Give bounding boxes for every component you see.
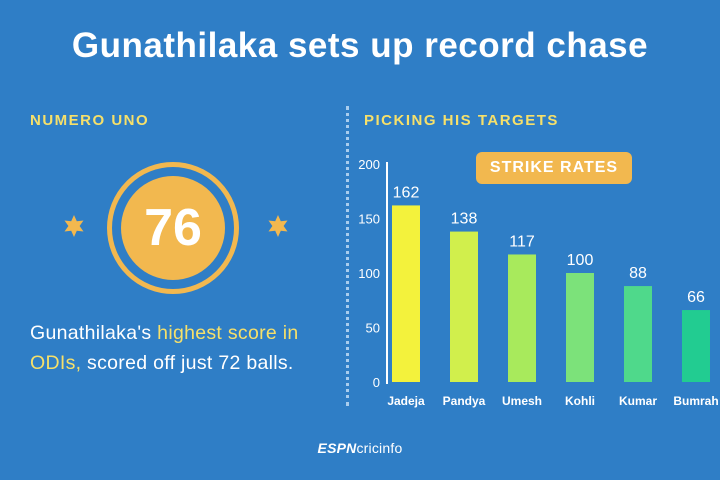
bar-value-label: 66 <box>687 289 705 306</box>
y-tick-label: 150 <box>358 212 380 227</box>
bar-pandya <box>450 231 478 382</box>
desc-text-b: scored off just 72 balls. <box>81 352 294 374</box>
x-tick-label: Jadeja <box>387 394 425 408</box>
x-tick-label: Umesh <box>502 394 542 408</box>
bar-value-label: 138 <box>451 211 478 228</box>
bar-bumrah <box>682 310 710 382</box>
numero-uno-heading: NUMERO UNO <box>30 112 150 129</box>
strike-rates-badge: STRIKE RATES <box>476 152 632 184</box>
strike-rate-chart: 0 50 100 150 200 162 Jadeja 138 Pandya 117 Umesh 10… <box>358 157 718 408</box>
score-value: 76 <box>121 176 225 280</box>
brand-espn: ESPN <box>317 440 357 456</box>
espncricinfo-logo: ESPNcricinfo <box>0 440 720 456</box>
bar-umesh <box>508 254 536 382</box>
x-tick-label: Kohli <box>565 394 595 408</box>
desc-highlight: highest score in ODIs, <box>30 322 299 374</box>
bar-value-label: 88 <box>629 265 647 282</box>
bar-kumar <box>624 286 652 382</box>
brand-cricinfo: cricinfo <box>356 440 403 456</box>
y-tick-label: 100 <box>358 266 380 281</box>
score-medal: 76 <box>107 162 239 294</box>
score-description: Gunathilaka's highest score in ODIs, sco… <box>30 318 330 378</box>
y-tick-label: 50 <box>366 321 380 336</box>
picking-targets-heading: PICKING HIS TARGETS <box>364 112 559 129</box>
desc-text-a: Gunathilaka's <box>30 322 158 344</box>
x-tick-label: Kumar <box>619 394 657 408</box>
y-tick-label: 200 <box>358 157 380 172</box>
y-tick-label: 0 <box>373 375 380 390</box>
x-tick-label: Pandya <box>443 394 486 408</box>
bar-value-label: 162 <box>393 184 420 201</box>
x-tick-label: Bumrah <box>673 394 718 408</box>
bar-value-label: 117 <box>509 233 535 250</box>
bar-jadeja <box>392 205 420 382</box>
bar-kohli <box>566 273 594 382</box>
bar-value-label: 100 <box>567 252 594 269</box>
star-icon-left <box>64 215 84 237</box>
page-title: Gunathilaka sets up record chase <box>71 26 649 65</box>
dotted-divider <box>346 106 349 406</box>
star-icon-right <box>268 215 288 237</box>
